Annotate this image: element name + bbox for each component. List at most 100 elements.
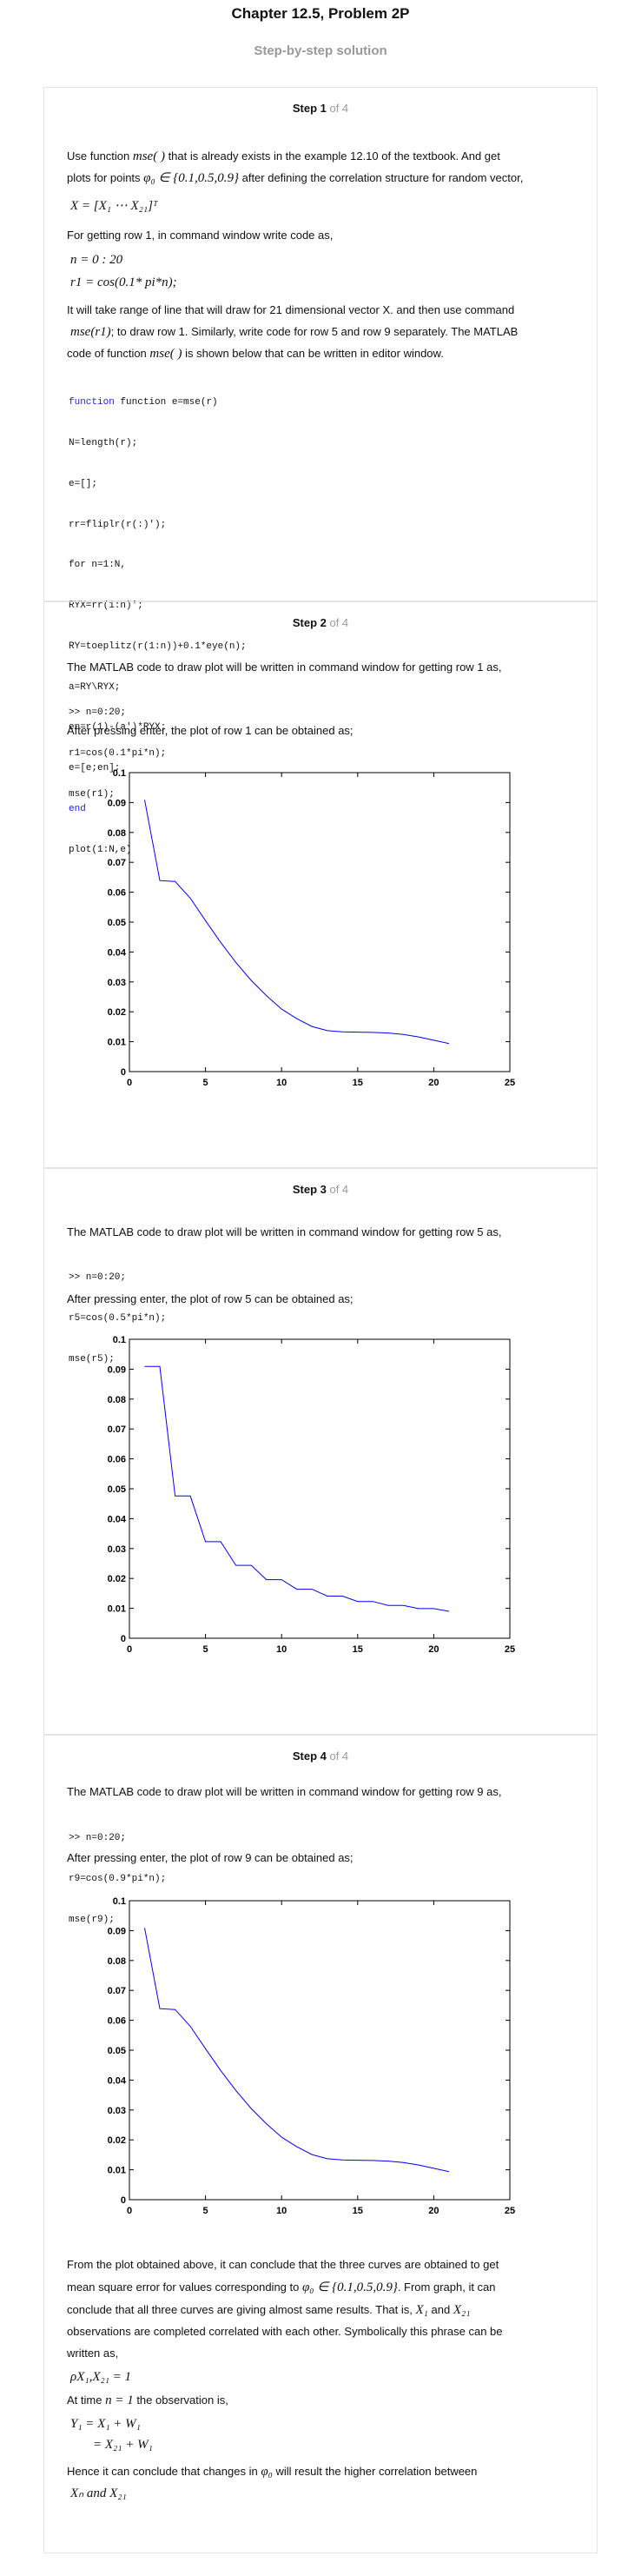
x-tick-label: 10: [276, 1078, 287, 1087]
step-count: of 4: [326, 1183, 349, 1196]
x-tick-label: 20: [428, 2206, 439, 2215]
step-label: Step 1: [292, 102, 327, 115]
step-3-paragraph-2: After pressing enter, the plot of row 5 …: [67, 1292, 354, 1305]
y-tick-label: 0.01: [108, 1038, 126, 1048]
x-tick-label: 5: [203, 1078, 208, 1087]
code-line: end: [69, 804, 86, 814]
conclusion-line-4: observations are completed correlated wi…: [67, 2325, 503, 2338]
y-tick-label: 0.04: [108, 1514, 127, 1524]
y-tick-label: 0.05: [108, 918, 126, 928]
conclusion-line-7: Hence it can conclude that changes in φ₀…: [67, 2460, 579, 2483]
step-label: Step 2: [292, 616, 327, 629]
code-line: RY=toeplitz(r(1:n))+0.1*eye(n);: [69, 641, 247, 652]
x-tick-label: 25: [505, 1644, 515, 1654]
math-inline: mse(r1): [70, 325, 111, 339]
row9-mse-plot: 0 0.01 0.02 0.03 0.04 0.05 0.06 0.07 0.08 0.09 0.1…: [108, 1896, 516, 2215]
conclusion-line-1: From the plot obtained above, it can con…: [67, 2258, 499, 2271]
text: conclude that all three curves are givin…: [67, 2303, 416, 2316]
math-inline: mse( ): [149, 347, 182, 361]
conclusion-line-8: Xₙ and X₂₁: [70, 2486, 127, 2500]
step-1-paragraph-2: plots for points φ₀ ∈ {0.1,0.5,0.9} afte…: [67, 167, 579, 189]
mse-series-line: [144, 800, 450, 1045]
y-tick-label: 0.07: [108, 1986, 126, 1996]
conclusion-line-3: conclude that all three curves are givin…: [67, 2299, 579, 2321]
conclusion-line-6: At time n = 1 the observation is,: [67, 2389, 579, 2412]
x-tick-label: 15: [353, 1644, 363, 1654]
y-tick-label: 0.03: [108, 978, 126, 988]
code-line: mse(r5);: [69, 1353, 115, 1364]
step-2-paragraph-1: The MATLAB code to draw plot will be wri…: [67, 661, 502, 674]
y-tick-label: 0.09: [108, 798, 126, 808]
x-tick-label: 15: [353, 1078, 363, 1087]
y-tick-label: 0.08: [108, 1956, 126, 1967]
x-tick-label: 20: [428, 1644, 439, 1654]
text: after defining the correlation structure…: [238, 171, 524, 184]
text: is shown below that can be written in ed…: [182, 347, 444, 360]
mse-series-line: [144, 1928, 450, 2173]
code-line: RYX=rr(1:n)';: [69, 601, 143, 612]
text: mean square error for values correspondi…: [67, 2281, 302, 2294]
step-label: Step 4: [292, 1749, 327, 1763]
math-inline: mse( ): [132, 149, 165, 163]
code-line: rr=fliplr(r(:)');: [69, 519, 167, 530]
step-1-panel: Step 1 of 4 Use function mse( ) that is …: [43, 87, 598, 855]
x-tick-label: 10: [276, 1644, 287, 1654]
y-tick-label: 0.04: [108, 2075, 127, 2086]
y-tick-label: 0.09: [108, 1926, 126, 1936]
math-inline: φ₀ ∈ {0.1,0.5,0.9}: [301, 2281, 398, 2294]
code-text: for n=1:N,: [69, 560, 127, 571]
code-line: e=[];: [69, 478, 98, 489]
step-1-paragraph-3: For getting row 1, in command window wri…: [67, 229, 334, 242]
step-1-paragraph-5: mse(r1); to draw row 1. Similarly, write…: [70, 321, 583, 343]
mse-series-line: [144, 1365, 449, 1612]
y-tick-label: 0.09: [108, 1364, 126, 1375]
step-1-paragraph-1: Use function mse( ) that is already exis…: [67, 145, 579, 168]
text: the observation is,: [133, 2393, 228, 2407]
y-tick-label: 0.1: [113, 768, 126, 779]
step-count: of 4: [326, 1749, 349, 1763]
step-3-panel: Step 3 of 4 The MATLAB code to draw plot…: [43, 1168, 598, 1735]
code-line: e=[e;en];: [69, 763, 121, 774]
math-inline: X₂₁: [453, 2303, 471, 2317]
code-line: plot(1:N,e);: [69, 844, 138, 855]
step-2-panel: Step 2 of 4 The MATLAB code to draw plot…: [43, 601, 598, 1168]
y-tick-label: 0.05: [108, 2046, 126, 2056]
y-tick-label: 0.05: [108, 1484, 126, 1495]
plot-frame: [129, 772, 511, 1072]
code-line: >> n=0:20;: [69, 1833, 127, 1844]
row5-command-code: >> n=0:20; r5=cos(0.5*pi*n); mse(r5);: [69, 1245, 166, 1394]
conclusion-line-2: mean square error for values correspondi…: [67, 2276, 579, 2299]
plot-frame: [129, 1900, 511, 2201]
x-tick-label: 0: [127, 1078, 132, 1087]
code-line: mse(r9);: [69, 1914, 115, 1925]
code-text: function e=mse(r): [120, 397, 218, 408]
text: Hence it can conclude that changes in: [67, 2465, 261, 2478]
text: that is already exists in the example 12…: [164, 149, 500, 163]
y-tick-label: 0: [121, 1634, 126, 1644]
y-tick-label: 0.03: [108, 1544, 126, 1555]
y-tick-label: 0.07: [108, 858, 126, 868]
code-line: >> n=0:20;: [69, 707, 127, 719]
step-4-paragraph-1: The MATLAB code to draw plot will be wri…: [67, 1785, 502, 1798]
y-tick-label: 0.02: [108, 1574, 126, 1584]
code-line: en=r(1)-(a')*RYX;: [69, 722, 167, 734]
text: and: [427, 2303, 453, 2316]
y-tick-label: 0.02: [108, 2135, 126, 2146]
y-tick-label: 0.1: [113, 1896, 126, 1907]
text: code of function: [67, 347, 150, 360]
code-line: a=RY\RYX;: [69, 681, 121, 693]
x-tick-label: 5: [203, 1644, 208, 1654]
y-tick-label: 0.02: [108, 1007, 126, 1018]
y-tick-label: 0: [121, 2195, 126, 2206]
x-tick-label: 0: [127, 1644, 132, 1654]
math-inline: X₁: [415, 2303, 428, 2317]
step-1-paragraph-6: code of function mse( ) is shown below t…: [67, 342, 579, 365]
equation-n-range: n = 0 : 20: [70, 253, 123, 267]
y-tick-label: 0.08: [108, 828, 126, 839]
text: ; to draw row 1. Similarly, write code f…: [110, 325, 519, 338]
step-2-paragraph-2: After pressing enter, the plot of row 1 …: [67, 724, 354, 737]
step-4-paragraph-2: After pressing enter, the plot of row 9 …: [67, 1851, 354, 1864]
x-tick-label: 25: [505, 1078, 515, 1087]
y-tick-label: 0.01: [108, 1604, 126, 1615]
page-subtitle: Step-by-step solution: [254, 43, 387, 58]
